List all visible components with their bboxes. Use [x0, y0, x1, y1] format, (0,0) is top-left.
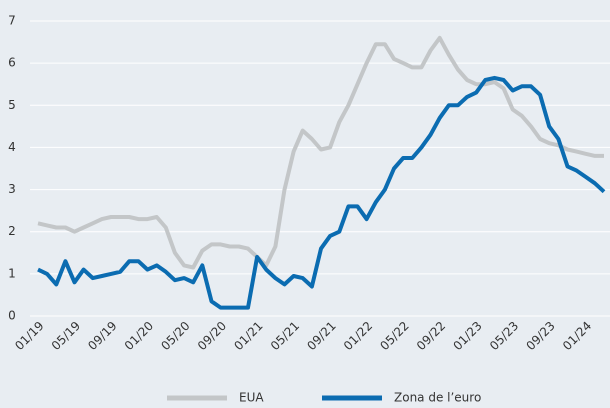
x-tick-label: 05/23	[487, 319, 521, 353]
y-tick-label: 0	[8, 309, 16, 323]
y-tick-label: 5	[8, 98, 16, 112]
x-tick-label: 09/19	[85, 319, 119, 353]
x-tick-label: 05/20	[158, 319, 192, 353]
x-tick-label: 01/22	[341, 319, 375, 353]
x-tick-label: 01/23	[450, 319, 484, 353]
y-tick-label: 2	[8, 224, 16, 238]
line	[37, 75, 606, 310]
x-tick-label: 05/19	[49, 319, 83, 353]
y-tick-label: 3	[8, 182, 16, 196]
line	[37, 35, 604, 270]
x-tick-label: 09/23	[523, 319, 557, 353]
x-tick-label: 09/20	[195, 319, 229, 353]
legend-label: EUA	[239, 391, 264, 405]
x-tick-label: 09/22	[414, 319, 448, 353]
x-tick-label: 01/24	[560, 319, 594, 353]
y-tick-label: 6	[8, 56, 16, 70]
y-tick-label: 1	[8, 266, 16, 280]
x-tick-label: 01/19	[12, 319, 46, 353]
y-tick-label: 7	[8, 14, 16, 28]
legend-label: Zona de l’euro	[394, 391, 481, 405]
x-tick-label: 01/20	[122, 319, 156, 353]
y-tick-label: 4	[8, 140, 16, 154]
x-tick-label: 01/21	[231, 319, 265, 353]
x-tick-label: 09/21	[304, 319, 338, 353]
x-tick-label: 05/22	[377, 319, 411, 353]
x-tick-label: 05/21	[268, 319, 302, 353]
